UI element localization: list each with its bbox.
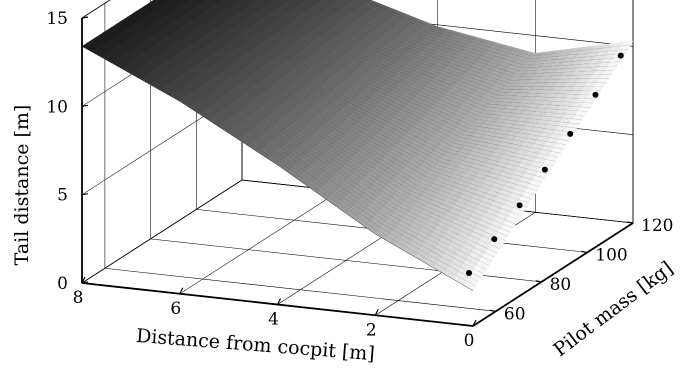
surface-cell bbox=[215, 0, 223, 3]
y-tick-label-60: 60 bbox=[504, 304, 526, 324]
x-tick-mark bbox=[81, 276, 86, 284]
x-tick-label-6: 6 bbox=[170, 299, 181, 319]
x-tick-label-8: 8 bbox=[73, 288, 84, 308]
marker-point-5 bbox=[567, 130, 574, 137]
y-tick-mark bbox=[626, 221, 634, 224]
surface-cell bbox=[279, 0, 289, 4]
surface-cell bbox=[196, 0, 206, 3]
surface-cell bbox=[159, 0, 170, 4]
x-tick-mark bbox=[374, 308, 379, 316]
z-tick-label-0: 0 bbox=[57, 274, 68, 294]
marker-point-1 bbox=[466, 270, 472, 276]
x-tick-label-0: 0 bbox=[464, 331, 475, 351]
surface-cell bbox=[177, 0, 188, 4]
z-tick-label-15: 15 bbox=[46, 9, 68, 29]
y-axis-line bbox=[472, 222, 634, 327]
x-tick-mark bbox=[472, 319, 477, 327]
markers bbox=[466, 52, 624, 276]
marker-point-7 bbox=[617, 52, 624, 59]
surface-cell bbox=[266, 0, 274, 3]
x-axis-label: Distance from cocpit [m] bbox=[135, 325, 375, 365]
y-tick-label-120: 120 bbox=[641, 216, 673, 236]
marker-point-2 bbox=[491, 236, 498, 243]
y-tick-mark bbox=[535, 280, 542, 283]
y-tick-mark bbox=[489, 309, 496, 312]
y-tick-mark bbox=[581, 250, 588, 254]
grid-y-60 bbox=[104, 3, 496, 312]
marker-point-3 bbox=[516, 202, 523, 209]
x-tick-mark bbox=[276, 298, 282, 305]
surface-cell bbox=[246, 0, 256, 3]
z-axis-label: Tail distance [m] bbox=[11, 105, 33, 266]
y-axis-label: Pilot mass [kg] bbox=[549, 257, 677, 361]
x-tick-label-2: 2 bbox=[366, 320, 377, 340]
z-tick-mark bbox=[81, 16, 89, 19]
marker-point-6 bbox=[592, 91, 599, 98]
z-tick-mark bbox=[81, 193, 89, 196]
y-tick-label-100: 100 bbox=[595, 245, 627, 265]
surface-mesh-line bbox=[81, 46, 474, 291]
z-tick-label-5: 5 bbox=[57, 186, 68, 206]
x-tick-label-4: 4 bbox=[268, 310, 279, 330]
z-tick-label-10: 10 bbox=[46, 97, 68, 117]
y-tick-label-80: 80 bbox=[550, 275, 572, 295]
x-tick-mark bbox=[179, 287, 184, 295]
surface-cell bbox=[298, 0, 307, 3]
z-tick-mark bbox=[81, 104, 89, 107]
surface-cell bbox=[234, 0, 241, 2]
tick-labels: 0 2 4 6 8 60 80 100 120 0 5 10 15 bbox=[46, 9, 673, 351]
surface-cell bbox=[312, 0, 322, 3]
marker-point-4 bbox=[541, 166, 548, 173]
z-tick-mark bbox=[81, 281, 89, 284]
